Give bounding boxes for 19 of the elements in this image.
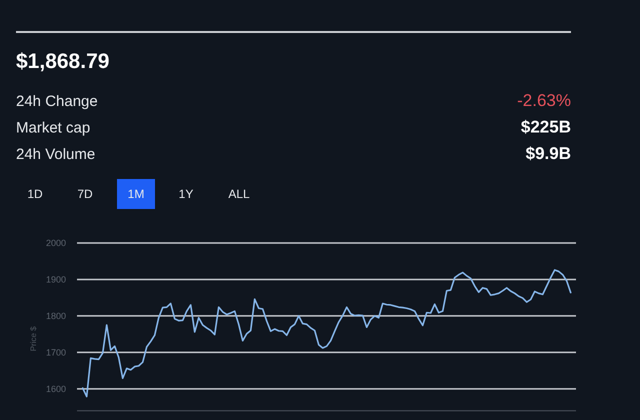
y-tick-label: 1600 [46, 384, 66, 394]
text: 24h Change [16, 93, 98, 110]
line-series [82, 269, 572, 398]
text: 1Y [178, 187, 194, 201]
text: 24h Volume [16, 146, 96, 163]
y-axis-title: Price $ [29, 326, 38, 352]
text: Market cap [16, 120, 90, 136]
text: $9.9B [526, 144, 571, 163]
text: ALL [228, 187, 250, 201]
text: 7D [77, 187, 93, 201]
text: 1D [27, 187, 43, 201]
chart-title: $1,868.79 [16, 50, 110, 73]
y-tick-label: 1800 [46, 311, 66, 322]
text: -2.63% [517, 91, 571, 110]
y-tick-label: 2000 [46, 238, 66, 248]
y-tick-label: 1900 [46, 274, 66, 285]
text: 1M [128, 187, 144, 201]
text: $225B [520, 118, 571, 136]
y-tick-label: 1700 [46, 348, 66, 358]
